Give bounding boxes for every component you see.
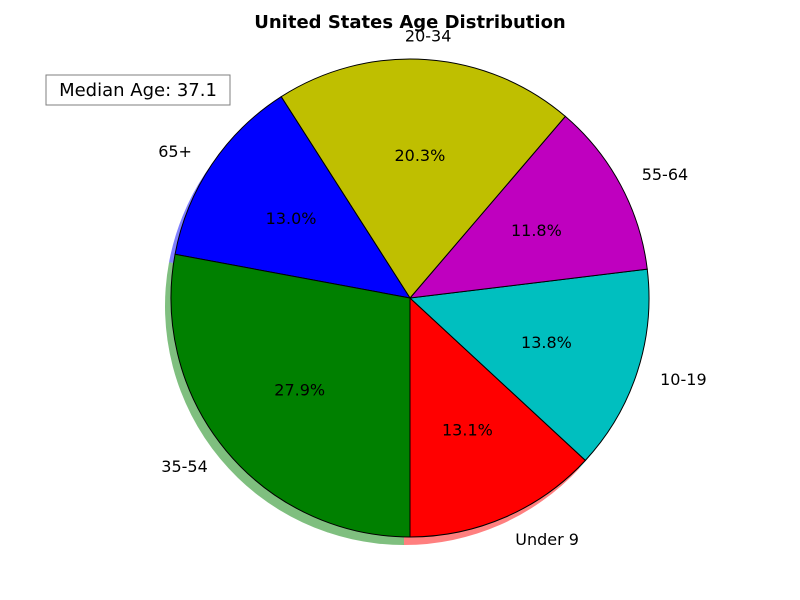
slice-layer bbox=[170, 58, 650, 538]
slice-label-55-64: 55-64 bbox=[642, 165, 689, 184]
median-annotation: Median Age: 37.1 bbox=[45, 74, 231, 106]
chart-title: United States Age Distribution bbox=[254, 12, 566, 33]
slice-percent-55-64: 11.8% bbox=[511, 221, 562, 240]
slice-10-19 bbox=[408, 268, 650, 462]
slice-percent-35-54: 27.9% bbox=[274, 381, 325, 400]
slice-20-34 bbox=[280, 58, 567, 299]
slice-label-20-34: 20-34 bbox=[405, 27, 452, 46]
slice-under-9 bbox=[409, 296, 587, 538]
slice-label-10-19: 10-19 bbox=[660, 370, 707, 389]
slice-35-54 bbox=[170, 253, 411, 538]
slice-55-64 bbox=[408, 115, 648, 299]
annotation-text: Median Age: 37.1 bbox=[59, 80, 217, 101]
slice-percent-65: 13.0% bbox=[266, 209, 317, 228]
slice-label-under-9: Under 9 bbox=[515, 530, 579, 549]
slice-percent-under-9: 13.1% bbox=[442, 420, 493, 439]
annotation-box bbox=[45, 74, 231, 106]
slice-label-65: 65+ bbox=[158, 142, 192, 161]
slice-65 bbox=[174, 95, 412, 299]
label-layer: Under 9 13.1% 10-19 13.8% 55-64 11.8% 20-34 20.… bbox=[158, 27, 706, 549]
slice-percent-10-19: 13.8% bbox=[521, 333, 572, 352]
slice-percent-20-34: 20.3% bbox=[394, 146, 445, 165]
slice-label-35-54: 35-54 bbox=[161, 457, 208, 476]
